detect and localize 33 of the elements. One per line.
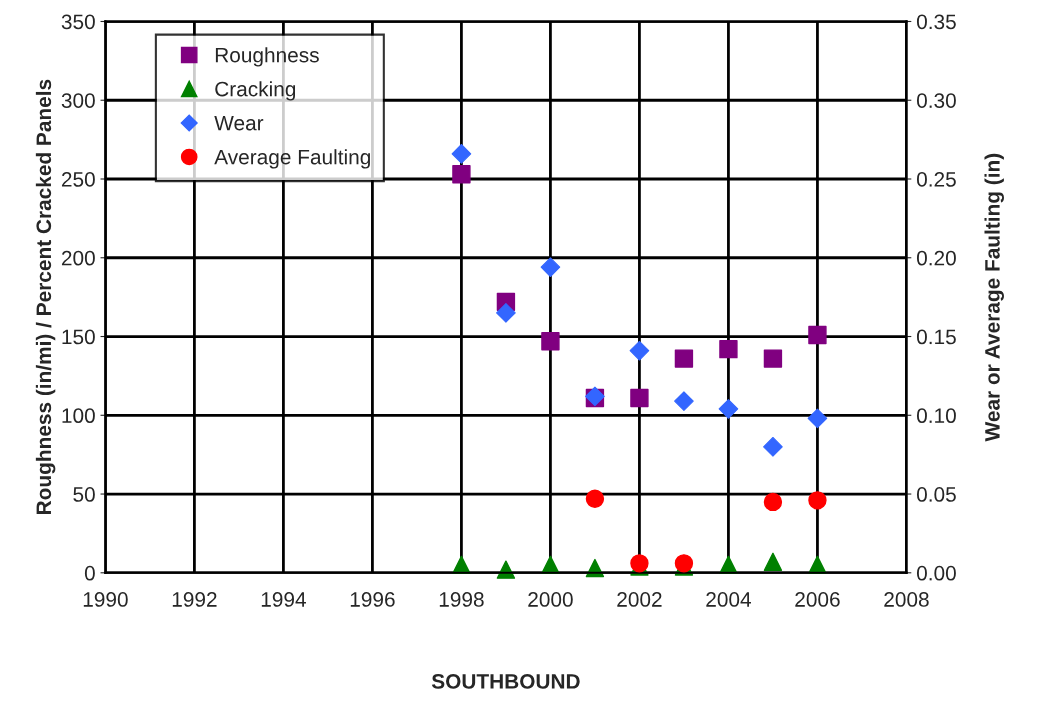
y-tick-label: 200 <box>61 250 95 266</box>
y2-tick-label: 0.20 <box>916 250 956 266</box>
y-tick-label: 50 <box>73 487 95 502</box>
x-tick-label: 1996 <box>350 592 395 607</box>
y-tick-label: 250 <box>61 172 95 187</box>
y2-tick-label: 0.00 <box>916 565 956 581</box>
y-tick-label: 100 <box>62 408 95 424</box>
y-tick-label: 150 <box>62 329 95 345</box>
legend-label: Wear <box>214 115 264 131</box>
x-tick-label: 1990 <box>83 592 128 607</box>
x-tick-label: 2008 <box>884 592 929 607</box>
x-tick-label: 2000 <box>528 592 573 607</box>
x-tick-label: 1998 <box>439 592 484 607</box>
y2-tick-label: 0.25 <box>916 172 956 187</box>
y-axis-title: Roughness (in/mi) / Percent Cracked Panels <box>35 79 56 514</box>
x-tick-label: 2004 <box>706 592 751 607</box>
legend-label: Roughness <box>215 47 319 67</box>
x-tick-label: 2006 <box>795 592 840 607</box>
legend-label: Cracking <box>215 81 296 101</box>
y-tick-label: 0 <box>84 565 95 581</box>
x-axis-title: SOUTHBOUND <box>431 674 580 689</box>
legend-label: Average Faulting <box>214 149 370 169</box>
y2-tick-label: 0.30 <box>916 93 956 108</box>
y2-tick-label: 0.10 <box>916 408 956 424</box>
y2-axis-title: Wear or Average Faulting (in) <box>984 153 1004 442</box>
y2-tick-label: 0.35 <box>916 14 956 30</box>
y2-tick-label: 0.05 <box>916 487 956 502</box>
y-tick-label: 350 <box>61 14 95 30</box>
x-tick-label: 2002 <box>617 592 662 607</box>
x-tick-label: 1994 <box>261 592 306 607</box>
y2-tick-label: 0.15 <box>916 329 956 345</box>
x-tick-label: 1992 <box>172 592 217 607</box>
y-tick-label: 300 <box>61 93 95 108</box>
